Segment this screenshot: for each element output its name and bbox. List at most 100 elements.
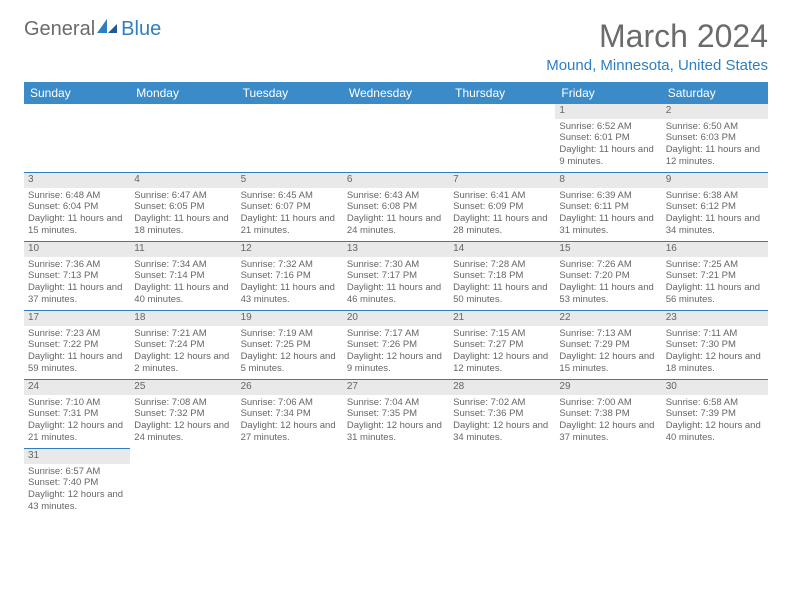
- daylight-text: Daylight: 12 hours and 43 minutes.: [28, 489, 126, 513]
- weekday-header-row: Sunday Monday Tuesday Wednesday Thursday…: [24, 82, 768, 104]
- daylight-text: Daylight: 12 hours and 27 minutes.: [241, 420, 339, 444]
- day-number-cell: 20: [343, 311, 449, 326]
- day-detail-cell: Sunrise: 7:28 AMSunset: 7:18 PMDaylight:…: [449, 257, 555, 311]
- day-detail-row: Sunrise: 7:10 AMSunset: 7:31 PMDaylight:…: [24, 395, 768, 449]
- day-number-cell: 30: [662, 380, 768, 395]
- sunset-text: Sunset: 7:26 PM: [347, 339, 445, 351]
- day-detail-cell: Sunrise: 7:25 AMSunset: 7:21 PMDaylight:…: [662, 257, 768, 311]
- day-number-row: 12: [24, 104, 768, 119]
- day-detail-row: Sunrise: 6:57 AMSunset: 7:40 PMDaylight:…: [24, 464, 768, 518]
- sunrise-text: Sunrise: 7:34 AM: [134, 259, 232, 271]
- sunrise-text: Sunrise: 6:57 AM: [28, 466, 126, 478]
- sunset-text: Sunset: 7:32 PM: [134, 408, 232, 420]
- daylight-text: Daylight: 11 hours and 46 minutes.: [347, 282, 445, 306]
- sunrise-text: Sunrise: 7:19 AM: [241, 328, 339, 340]
- day-detail-cell: Sunrise: 6:43 AMSunset: 6:08 PMDaylight:…: [343, 188, 449, 242]
- daylight-text: Daylight: 11 hours and 56 minutes.: [666, 282, 764, 306]
- sunset-text: Sunset: 6:09 PM: [453, 201, 551, 213]
- daylight-text: Daylight: 12 hours and 37 minutes.: [559, 420, 657, 444]
- sunrise-text: Sunrise: 6:41 AM: [453, 190, 551, 202]
- daylight-text: Daylight: 12 hours and 2 minutes.: [134, 351, 232, 375]
- sunrise-text: Sunrise: 6:52 AM: [559, 121, 657, 133]
- sunrise-text: Sunrise: 7:30 AM: [347, 259, 445, 271]
- day-detail-cell: Sunrise: 6:39 AMSunset: 6:11 PMDaylight:…: [555, 188, 661, 242]
- day-detail-cell: Sunrise: 7:34 AMSunset: 7:14 PMDaylight:…: [130, 257, 236, 311]
- day-detail-cell: Sunrise: 7:30 AMSunset: 7:17 PMDaylight:…: [343, 257, 449, 311]
- sunset-text: Sunset: 6:05 PM: [134, 201, 232, 213]
- day-detail-cell: Sunrise: 7:10 AMSunset: 7:31 PMDaylight:…: [24, 395, 130, 449]
- daylight-text: Daylight: 12 hours and 9 minutes.: [347, 351, 445, 375]
- day-number-cell: [555, 449, 661, 464]
- sunrise-text: Sunrise: 7:36 AM: [28, 259, 126, 271]
- daylight-text: Daylight: 11 hours and 37 minutes.: [28, 282, 126, 306]
- logo: General Blue: [24, 18, 161, 41]
- day-number-row: 24252627282930: [24, 380, 768, 395]
- day-detail-cell: Sunrise: 7:19 AMSunset: 7:25 PMDaylight:…: [237, 326, 343, 380]
- day-number-cell: 18: [130, 311, 236, 326]
- day-detail-cell: Sunrise: 6:38 AMSunset: 6:12 PMDaylight:…: [662, 188, 768, 242]
- day-detail-cell: Sunrise: 7:08 AMSunset: 7:32 PMDaylight:…: [130, 395, 236, 449]
- sunset-text: Sunset: 6:01 PM: [559, 132, 657, 144]
- sunset-text: Sunset: 7:22 PM: [28, 339, 126, 351]
- weekday-header: Thursday: [449, 82, 555, 104]
- sunrise-text: Sunrise: 7:25 AM: [666, 259, 764, 271]
- sunset-text: Sunset: 6:04 PM: [28, 201, 126, 213]
- sunrise-text: Sunrise: 6:45 AM: [241, 190, 339, 202]
- sunset-text: Sunset: 7:17 PM: [347, 270, 445, 282]
- day-number-cell: 6: [343, 173, 449, 188]
- daylight-text: Daylight: 12 hours and 24 minutes.: [134, 420, 232, 444]
- day-detail-row: Sunrise: 6:48 AMSunset: 6:04 PMDaylight:…: [24, 188, 768, 242]
- day-number-cell: [449, 449, 555, 464]
- sunset-text: Sunset: 7:36 PM: [453, 408, 551, 420]
- day-detail-cell: Sunrise: 6:50 AMSunset: 6:03 PMDaylight:…: [662, 119, 768, 173]
- sunset-text: Sunset: 6:07 PM: [241, 201, 339, 213]
- day-detail-cell: [343, 464, 449, 518]
- day-detail-cell: Sunrise: 7:21 AMSunset: 7:24 PMDaylight:…: [130, 326, 236, 380]
- day-detail-cell: Sunrise: 7:02 AMSunset: 7:36 PMDaylight:…: [449, 395, 555, 449]
- day-detail-cell: Sunrise: 6:45 AMSunset: 6:07 PMDaylight:…: [237, 188, 343, 242]
- daylight-text: Daylight: 12 hours and 31 minutes.: [347, 420, 445, 444]
- day-number-cell: 2: [662, 104, 768, 119]
- sunrise-text: Sunrise: 6:39 AM: [559, 190, 657, 202]
- day-detail-cell: [449, 119, 555, 173]
- sunrise-text: Sunrise: 7:08 AM: [134, 397, 232, 409]
- day-detail-cell: Sunrise: 7:06 AMSunset: 7:34 PMDaylight:…: [237, 395, 343, 449]
- sunrise-text: Sunrise: 7:23 AM: [28, 328, 126, 340]
- day-number-cell: 9: [662, 173, 768, 188]
- sunrise-text: Sunrise: 7:00 AM: [559, 397, 657, 409]
- weekday-header: Sunday: [24, 82, 130, 104]
- day-detail-cell: Sunrise: 7:17 AMSunset: 7:26 PMDaylight:…: [343, 326, 449, 380]
- sunrise-text: Sunrise: 7:13 AM: [559, 328, 657, 340]
- daylight-text: Daylight: 11 hours and 28 minutes.: [453, 213, 551, 237]
- daylight-text: Daylight: 11 hours and 53 minutes.: [559, 282, 657, 306]
- day-number-cell: 29: [555, 380, 661, 395]
- day-detail-cell: Sunrise: 7:15 AMSunset: 7:27 PMDaylight:…: [449, 326, 555, 380]
- day-number-cell: 1: [555, 104, 661, 119]
- sunset-text: Sunset: 7:31 PM: [28, 408, 126, 420]
- sunrise-text: Sunrise: 7:02 AM: [453, 397, 551, 409]
- daylight-text: Daylight: 11 hours and 59 minutes.: [28, 351, 126, 375]
- day-number-cell: 22: [555, 311, 661, 326]
- daylight-text: Daylight: 11 hours and 24 minutes.: [347, 213, 445, 237]
- day-detail-cell: [130, 464, 236, 518]
- daylight-text: Daylight: 12 hours and 21 minutes.: [28, 420, 126, 444]
- day-detail-cell: Sunrise: 6:48 AMSunset: 6:04 PMDaylight:…: [24, 188, 130, 242]
- sunrise-text: Sunrise: 7:21 AM: [134, 328, 232, 340]
- day-detail-row: Sunrise: 7:23 AMSunset: 7:22 PMDaylight:…: [24, 326, 768, 380]
- sunrise-text: Sunrise: 7:26 AM: [559, 259, 657, 271]
- day-detail-cell: Sunrise: 7:23 AMSunset: 7:22 PMDaylight:…: [24, 326, 130, 380]
- sunrise-text: Sunrise: 7:10 AM: [28, 397, 126, 409]
- day-number-cell: [343, 104, 449, 119]
- daylight-text: Daylight: 12 hours and 15 minutes.: [559, 351, 657, 375]
- day-number-cell: 8: [555, 173, 661, 188]
- day-number-row: 10111213141516: [24, 242, 768, 257]
- day-detail-cell: [130, 119, 236, 173]
- day-number-cell: 3: [24, 173, 130, 188]
- sunset-text: Sunset: 7:40 PM: [28, 477, 126, 489]
- sunset-text: Sunset: 7:34 PM: [241, 408, 339, 420]
- daylight-text: Daylight: 12 hours and 34 minutes.: [453, 420, 551, 444]
- day-number-cell: 21: [449, 311, 555, 326]
- day-number-cell: 14: [449, 242, 555, 257]
- day-number-row: 17181920212223: [24, 311, 768, 326]
- sunset-text: Sunset: 7:29 PM: [559, 339, 657, 351]
